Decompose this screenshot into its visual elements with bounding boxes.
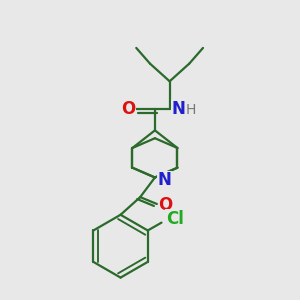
Text: N: N [158,171,172,189]
Text: Cl: Cl [166,210,184,228]
Text: O: O [159,196,173,214]
Text: N: N [172,100,185,118]
Text: H: H [186,103,196,117]
Text: O: O [121,100,136,118]
